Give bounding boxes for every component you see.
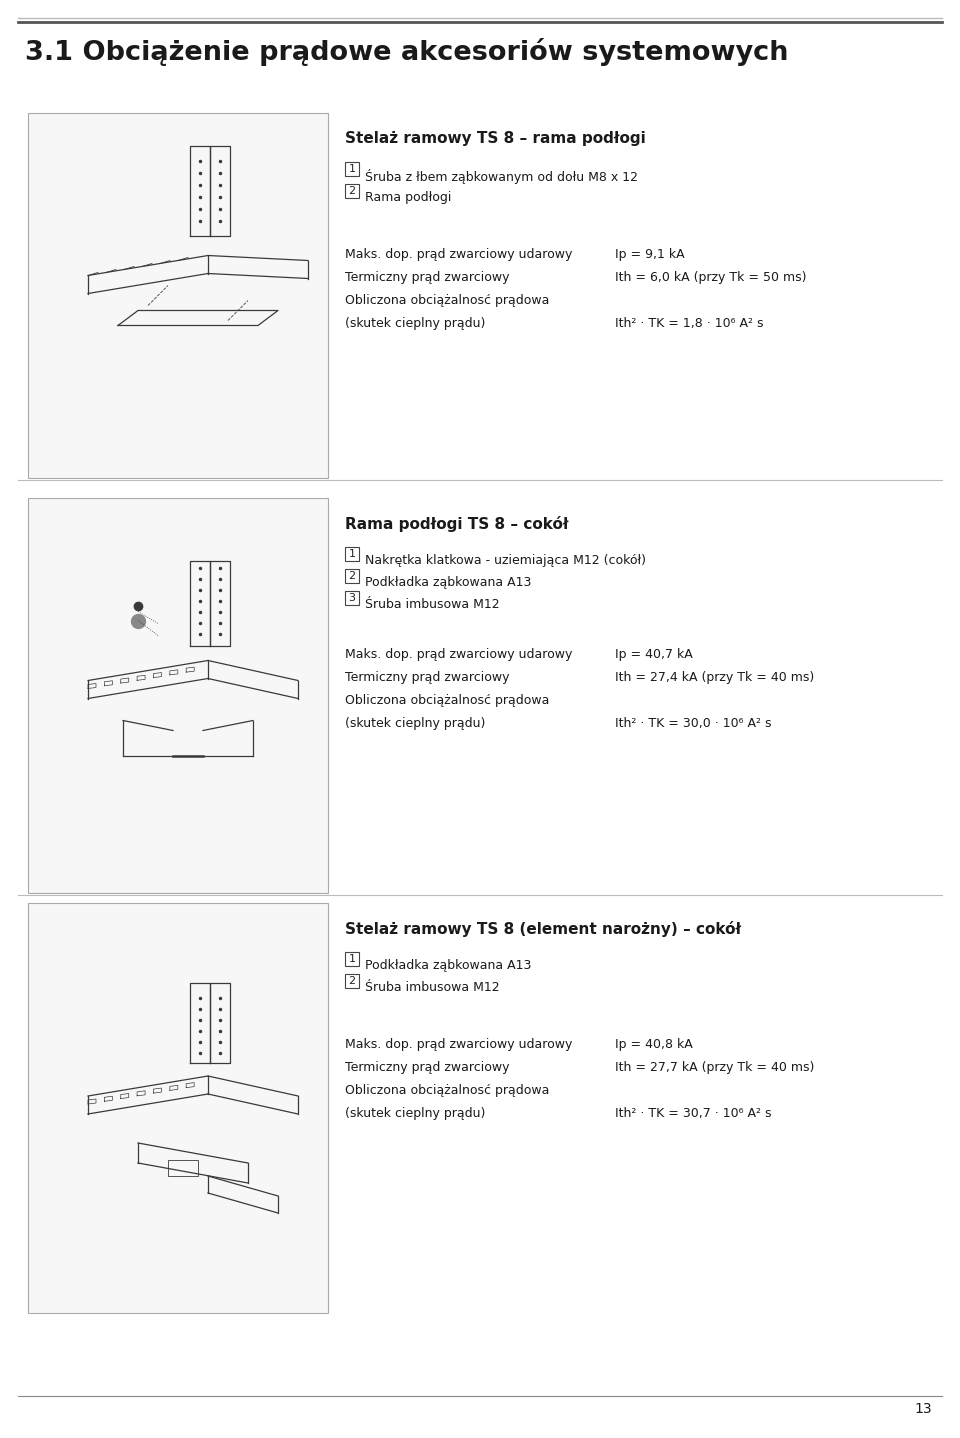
Text: 3.1 Obciążenie prądowe akcesoriów systemowych: 3.1 Obciążenie prądowe akcesoriów system…: [25, 37, 788, 66]
Text: Ip = 40,7 kA: Ip = 40,7 kA: [615, 649, 693, 661]
Bar: [345, 162, 359, 175]
Bar: [345, 569, 359, 582]
Bar: [345, 974, 359, 988]
Text: Termiczny prąd zwarciowy: Termiczny prąd zwarciowy: [345, 1061, 510, 1074]
Text: Termiczny prąd zwarciowy: Termiczny prąd zwarciowy: [345, 672, 510, 684]
Bar: [28, 903, 328, 1313]
Bar: [345, 952, 359, 966]
Text: Ith² · TK = 1,8 · 10⁶ A² s: Ith² · TK = 1,8 · 10⁶ A² s: [615, 316, 763, 329]
Text: Śruba z łbem ząbkowanym od dołu M8 x 12: Śruba z łbem ząbkowanym od dołu M8 x 12: [365, 170, 638, 184]
Bar: [168, 1160, 198, 1176]
Text: (skutek cieplny prądu): (skutek cieplny prądu): [345, 1107, 486, 1120]
Text: 2: 2: [348, 976, 355, 986]
Text: 2: 2: [348, 186, 355, 196]
Text: 3: 3: [348, 592, 355, 603]
Bar: [345, 546, 359, 561]
Text: Obliczona obciążalnosć prądowa: Obliczona obciążalnosć prądowa: [345, 293, 549, 306]
Text: Rama podłogi: Rama podłogi: [365, 191, 451, 204]
Text: 1: 1: [348, 549, 355, 559]
Bar: [28, 114, 328, 477]
Text: Podkładka ząbkowana A13: Podkładka ząbkowana A13: [365, 577, 532, 590]
Text: Stelaż ramowy TS 8 (element narożny) – cokół: Stelaż ramowy TS 8 (element narożny) – c…: [345, 920, 741, 938]
Bar: [28, 498, 328, 893]
Text: 13: 13: [914, 1402, 932, 1416]
Text: Ip = 9,1 kA: Ip = 9,1 kA: [615, 247, 684, 262]
Text: Ith = 27,7 kA (przy Tk = 40 ms): Ith = 27,7 kA (przy Tk = 40 ms): [615, 1061, 814, 1074]
Text: Maks. dop. prąd zwarciowy udarowy: Maks. dop. prąd zwarciowy udarowy: [345, 247, 572, 262]
Text: Ith = 27,4 kA (przy Tk = 40 ms): Ith = 27,4 kA (przy Tk = 40 ms): [615, 672, 814, 684]
Text: Ith² · TK = 30,7 · 10⁶ A² s: Ith² · TK = 30,7 · 10⁶ A² s: [615, 1107, 772, 1120]
Text: Maks. dop. prąd zwarciowy udarowy: Maks. dop. prąd zwarciowy udarowy: [345, 1038, 572, 1051]
Text: Obliczona obciążalnosć prądowa: Obliczona obciążalnosć prądowa: [345, 695, 549, 707]
Text: Termiczny prąd zwarciowy: Termiczny prąd zwarciowy: [345, 270, 510, 283]
Text: Śruba imbusowa M12: Śruba imbusowa M12: [365, 981, 499, 994]
Text: Podkładka ząbkowana A13: Podkładka ząbkowana A13: [365, 959, 532, 972]
Text: Obliczona obciążalnosć prądowa: Obliczona obciążalnosć prądowa: [345, 1084, 549, 1097]
Text: Nakrętka klatkowa - uziemiająca M12 (cokół): Nakrętka klatkowa - uziemiająca M12 (cok…: [365, 554, 646, 567]
Text: Rama podłogi TS 8 – cokół: Rama podłogi TS 8 – cokół: [345, 516, 568, 532]
Text: (skutek cieplny prądu): (skutek cieplny prądu): [345, 718, 486, 731]
Text: 2: 2: [348, 571, 355, 581]
Text: Śruba imbusowa M12: Śruba imbusowa M12: [365, 598, 499, 611]
Bar: [345, 591, 359, 605]
Text: 1: 1: [348, 953, 355, 963]
Text: Maks. dop. prąd zwarciowy udarowy: Maks. dop. prąd zwarciowy udarowy: [345, 649, 572, 661]
Text: (skutek cieplny prądu): (skutek cieplny prądu): [345, 316, 486, 329]
Text: Ith = 6,0 kA (przy Tk = 50 ms): Ith = 6,0 kA (przy Tk = 50 ms): [615, 270, 806, 283]
Text: Ip = 40,8 kA: Ip = 40,8 kA: [615, 1038, 693, 1051]
Bar: [345, 184, 359, 198]
Text: Stelaż ramowy TS 8 – rama podłogi: Stelaż ramowy TS 8 – rama podłogi: [345, 131, 646, 147]
Text: 1: 1: [348, 164, 355, 174]
Text: Ith² · TK = 30,0 · 10⁶ A² s: Ith² · TK = 30,0 · 10⁶ A² s: [615, 718, 772, 731]
